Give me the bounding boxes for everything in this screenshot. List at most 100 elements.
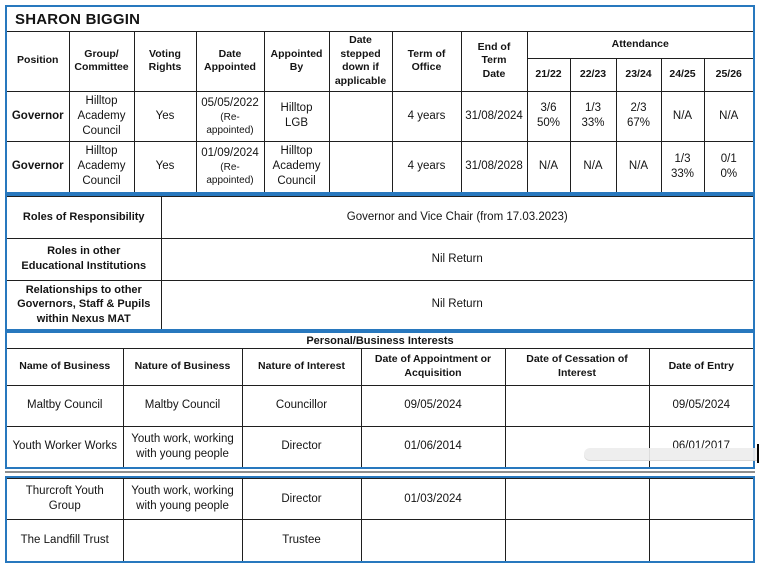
- interests-section-page2: Thurcroft Youth Group Youth work, workin…: [5, 476, 755, 563]
- cessation-date-cell: [504, 384, 650, 427]
- roles-row: Roles in other Educational Institutions …: [7, 237, 753, 281]
- roles-row: Roles of Responsibility Governor and Vic…: [7, 195, 753, 239]
- role-value-responsibility: Governor and Vice Chair (from 17.03.2023…: [160, 195, 753, 239]
- group-committee-cell: Hilltop Academy Council: [68, 141, 135, 192]
- attendance-year-header: 23/24: [615, 58, 662, 92]
- interest-row: The Landfill Trust Trustee: [7, 519, 753, 561]
- attendance-cell: N/A: [615, 141, 662, 192]
- date-appointed-value: 01/09/2024: [201, 147, 259, 160]
- attendance-year-header: 22/23: [569, 58, 617, 92]
- business-name-cell: The Landfill Trust: [7, 519, 124, 561]
- roles-row: Relationships to other Governors, Staff …: [7, 279, 753, 330]
- col-header-date-of-entry: Date of Entry: [648, 349, 753, 386]
- end-of-term-cell: 31/08/2024: [460, 90, 528, 143]
- attendance-cell: N/A: [526, 141, 571, 192]
- date-appointed-cell: 01/09/2024 (Re-appointed): [195, 141, 265, 192]
- col-header-position: Position: [7, 32, 70, 92]
- business-name-cell: Thurcroft Youth Group: [7, 478, 124, 521]
- col-header-name-of-business: Name of Business: [7, 349, 124, 386]
- col-header-voting-rights: Voting Rights: [133, 32, 197, 92]
- term-of-office-cell: 4 years: [391, 90, 462, 143]
- governor-row: Governor Hilltop Academy Council Yes 01/…: [7, 141, 754, 192]
- date-appointed-value: 05/05/2022: [201, 96, 259, 109]
- interests-title: Personal/Business Interests: [7, 333, 753, 350]
- interest-nature-cell: Councillor: [241, 384, 362, 427]
- attendance-cell: 1/3 33%: [569, 90, 617, 143]
- col-header-date-stepped-down: Date stepped down if applicable: [328, 32, 393, 92]
- governor-record-document: SHARON BIGGIN Position Group/ Committee …: [5, 5, 755, 563]
- voting-rights-cell: Yes: [133, 141, 197, 192]
- stepped-down-cell: [328, 90, 393, 143]
- col-header-nature-of-interest: Nature of Interest: [241, 349, 362, 386]
- attendance-cell: N/A: [660, 90, 705, 143]
- governor-name-title: SHARON BIGGIN: [7, 7, 753, 32]
- role-label-other-institutions: Roles in other Educational Institutions: [7, 237, 162, 281]
- position-cell: Governor: [7, 141, 70, 192]
- cessation-date-cell: [504, 425, 650, 468]
- cessation-date-cell: [504, 519, 650, 561]
- role-value-relationships: Nil Return: [160, 279, 753, 330]
- cessation-date-cell: [504, 478, 650, 521]
- col-header-group-committee: Group/ Committee: [68, 32, 135, 92]
- attendance-cell: 1/3 33%: [660, 141, 705, 192]
- roles-section: Roles of Responsibility Governor and Vic…: [5, 193, 755, 332]
- date-appointed-cell: 05/05/2022 (Re-appointed): [195, 90, 265, 143]
- selection-highlight-artifact: [584, 448, 757, 460]
- col-header-term-of-office: Term of Office: [391, 32, 462, 92]
- appointed-by-cell: Hilltop LGB: [263, 90, 330, 143]
- interest-row: Maltby Council Maltby Council Councillor…: [7, 384, 753, 427]
- entry-date-cell: [648, 478, 753, 521]
- page-break-gap: [5, 469, 755, 476]
- entry-date-cell: 06/01/2017: [648, 425, 753, 468]
- business-nature-cell: Youth work, working with young people: [122, 478, 243, 521]
- role-label-relationships: Relationships to other Governors, Staff …: [7, 279, 162, 330]
- appointment-date-cell: 01/03/2024: [360, 478, 506, 521]
- page-break-divider: [5, 471, 755, 474]
- attendance-year-header: 25/26: [703, 58, 754, 92]
- col-header-date-of-appointment: Date of Appointment or Acquisition: [360, 349, 506, 386]
- col-header-date-appointed: Date Appointed: [195, 32, 265, 92]
- attendance-cell: N/A: [703, 90, 754, 143]
- stepped-down-cell: [328, 141, 393, 192]
- interest-nature-cell: Director: [241, 425, 362, 468]
- attendance-cell: 3/6 50%: [526, 90, 571, 143]
- term-of-office-cell: 4 years: [391, 141, 462, 192]
- end-of-term-cell: 31/08/2028: [460, 141, 528, 192]
- role-value-other-institutions: Nil Return: [160, 237, 753, 281]
- attendance-year-header: 24/25: [660, 58, 705, 92]
- business-nature-cell: [122, 519, 243, 561]
- col-header-end-of-term: End of Term Date: [460, 32, 528, 92]
- roles-table: Roles of Responsibility Governor and Vic…: [7, 195, 753, 330]
- col-header-nature-of-business: Nature of Business: [122, 349, 243, 386]
- text-cursor-caret[interactable]: [757, 444, 759, 463]
- reappointed-note: (Re-appointed): [206, 111, 254, 136]
- col-header-appointed-by: Appointed By: [263, 32, 330, 92]
- appointment-date-cell: [360, 519, 506, 561]
- entry-date-cell: 09/05/2024: [648, 384, 753, 427]
- interest-row: Youth Worker Works Youth work, working w…: [7, 425, 753, 468]
- interests-table-continued: Thurcroft Youth Group Youth work, workin…: [7, 478, 753, 561]
- reappointed-note: (Re-appointed): [206, 162, 254, 187]
- business-nature-cell: Maltby Council: [122, 384, 243, 427]
- interest-nature-cell: Trustee: [241, 519, 362, 561]
- voting-rights-cell: Yes: [133, 90, 197, 143]
- business-name-cell: Youth Worker Works: [7, 425, 124, 468]
- role-label-responsibility: Roles of Responsibility: [7, 195, 162, 239]
- governor-row: Governor Hilltop Academy Council Yes 05/…: [7, 90, 754, 143]
- appointment-date-cell: 09/05/2024: [360, 384, 506, 427]
- attendance-cell: 2/3 67%: [615, 90, 662, 143]
- interests-table: Name of Business Nature of Business Natu…: [7, 349, 753, 468]
- governor-table: Position Group/ Committee Voting Rights …: [7, 32, 754, 192]
- col-header-attendance: Attendance: [526, 32, 754, 60]
- interest-nature-cell: Director: [241, 478, 362, 521]
- governor-details-section: SHARON BIGGIN Position Group/ Committee …: [5, 5, 755, 194]
- group-committee-cell: Hilltop Academy Council: [68, 90, 135, 143]
- col-header-date-of-cessation: Date of Cessation of Interest: [504, 349, 650, 386]
- position-cell: Governor: [7, 90, 70, 143]
- appointed-by-cell: Hilltop Academy Council: [263, 141, 330, 192]
- attendance-cell: 0/1 0%: [703, 141, 754, 192]
- appointment-date-cell: 01/06/2014: [360, 425, 506, 468]
- interest-row: Thurcroft Youth Group Youth work, workin…: [7, 478, 753, 521]
- attendance-cell: N/A: [569, 141, 617, 192]
- business-nature-cell: Youth work, working with young people: [122, 425, 243, 468]
